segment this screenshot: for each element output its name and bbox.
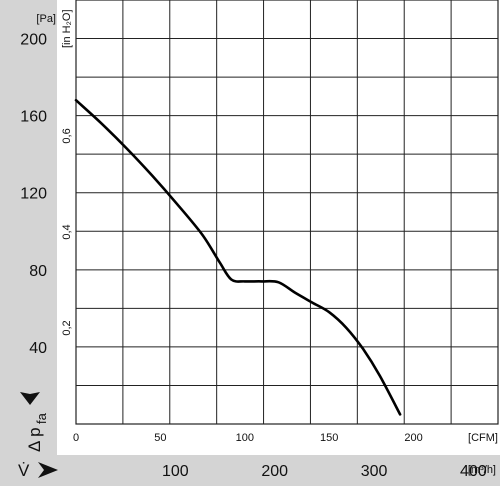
y-axis-label: Δ p fa	[20, 392, 49, 452]
y-tick-label: 160	[20, 109, 47, 126]
y-axis-symbol: Δ p	[25, 427, 44, 452]
y-tick-label: 80	[29, 263, 47, 280]
y-tick-label: 200	[20, 32, 47, 49]
x-primary-unit: [CFM]	[468, 432, 498, 444]
y-axis-subscript: fa	[34, 412, 49, 424]
y-tick-label: 40	[29, 340, 47, 357]
x-primary-ticks: 0 50 100 150 200	[73, 432, 423, 444]
y-axis-arrow-icon	[20, 392, 40, 405]
y2-tick-label: 0,2	[61, 320, 73, 335]
x2-tick-label: 200	[261, 463, 288, 480]
x-axis-arrow-icon	[38, 462, 58, 478]
curve-layer	[74, 98, 402, 416]
x2-tick-label: 300	[361, 463, 388, 480]
y-primary-unit: [Pa]	[36, 13, 56, 25]
bottom-axis-band	[0, 455, 500, 486]
plot-border	[75, 0, 499, 425]
y2-tick-label: 0,6	[61, 128, 73, 143]
grid	[75, 0, 499, 425]
x-tick-label: 0	[73, 432, 79, 444]
y-primary-ticks: 40 80 120 160 200	[20, 32, 47, 357]
y-secondary-ticks: 0,2 0,4 0,6	[61, 128, 73, 335]
x-tick-label: 100	[236, 432, 254, 444]
y-tick-label: 120	[20, 186, 47, 203]
x2-tick-label: 400	[460, 463, 487, 480]
x-secondary-unit: [m³/h]	[468, 464, 496, 476]
x-tick-label: 200	[404, 432, 422, 444]
x-tick-label: 50	[154, 432, 166, 444]
fan-curve-line	[74, 98, 402, 416]
x-secondary-ticks: 100 200 300 400	[162, 463, 487, 480]
x2-tick-label: 100	[162, 463, 189, 480]
x-axis-symbol: V̇	[18, 461, 30, 480]
left-axis-band	[0, 0, 57, 486]
plot-area	[76, 0, 498, 424]
x-tick-label: 150	[320, 432, 338, 444]
y-secondary-unit: [in H₂O]	[61, 10, 73, 49]
y2-tick-label: 0,4	[61, 224, 73, 239]
